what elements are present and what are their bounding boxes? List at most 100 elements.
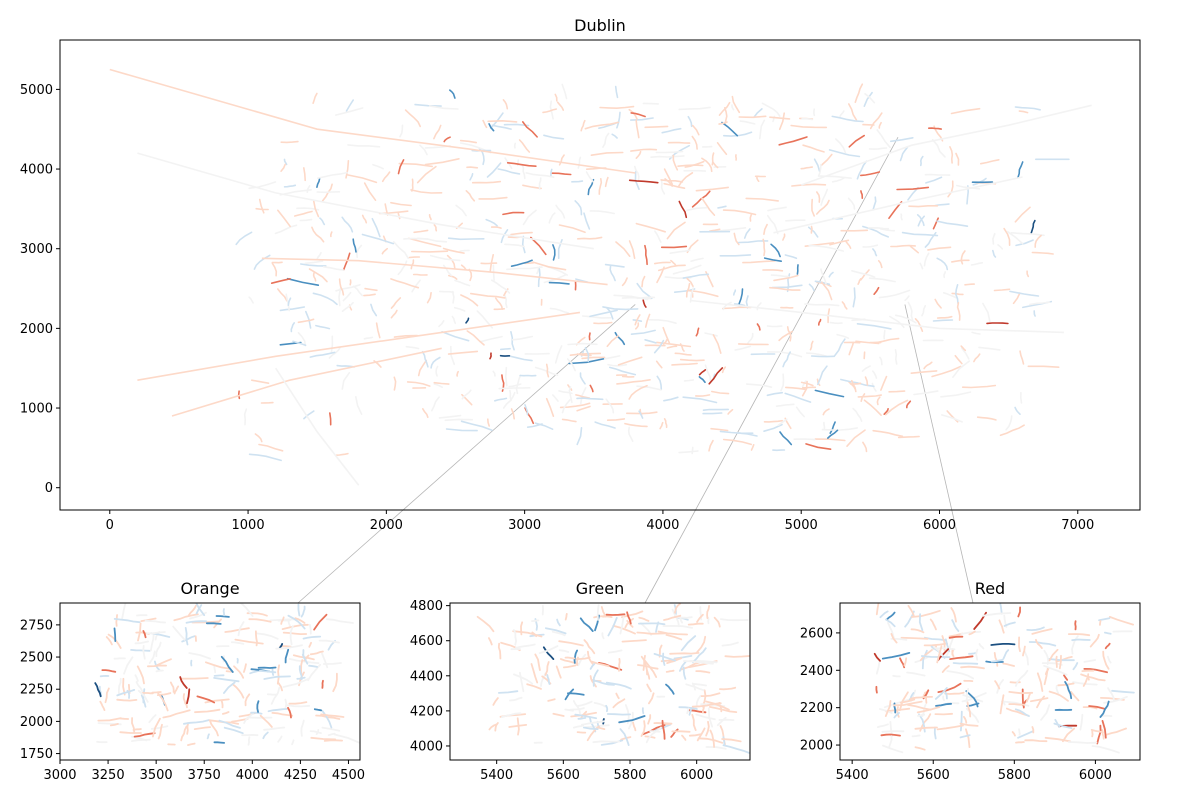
road-segment: [593, 321, 613, 325]
road-segment: [156, 692, 172, 696]
road-segment: [784, 392, 812, 403]
road-segment: [770, 274, 790, 278]
road-segment: [840, 378, 875, 388]
road-segment: [784, 254, 798, 260]
road-segment: [669, 652, 700, 655]
road-segment: [194, 708, 221, 714]
x-tick-label: 4000: [236, 768, 269, 783]
road-segment: [716, 716, 727, 727]
road-segment: [692, 124, 700, 136]
road-segment: [303, 410, 315, 420]
road-segment: [663, 418, 668, 429]
road-segment: [884, 700, 892, 717]
road-segment: [626, 611, 632, 625]
road-segment: [669, 249, 691, 254]
road-segment: [942, 695, 945, 701]
road-segment: [666, 345, 678, 349]
road-segment: [381, 171, 391, 183]
road-segment: [257, 666, 277, 669]
road-segment: [817, 163, 822, 177]
road-segment: [734, 345, 752, 351]
road-segment: [810, 225, 813, 234]
road-segment: [978, 643, 985, 650]
road-segment: [552, 244, 556, 261]
road-segment: [683, 379, 695, 382]
road-segment: [704, 364, 712, 384]
road-segment: [704, 332, 718, 337]
road-segment: [525, 172, 555, 178]
road-segment: [937, 648, 950, 661]
road-segment: [485, 218, 498, 227]
road-segment: [410, 259, 415, 270]
road-segment: [479, 335, 503, 343]
road-segment: [296, 676, 306, 680]
road-segment: [277, 682, 283, 692]
road-segment: [480, 262, 498, 265]
road-segment: [543, 134, 565, 140]
road-segment: [450, 345, 456, 366]
road-segment: [1034, 234, 1042, 248]
road-segment: [581, 356, 606, 360]
road-segment: [956, 184, 981, 190]
road-segment: [297, 318, 315, 324]
road-segment: [522, 184, 542, 190]
road-segment: [888, 201, 903, 219]
road-segment: [239, 603, 254, 617]
road-segment: [329, 231, 333, 238]
road-segment: [561, 418, 577, 423]
road-segment: [1012, 292, 1021, 305]
road-segment: [294, 210, 313, 217]
road-segment: [1074, 620, 1077, 631]
road-segment: [438, 290, 455, 293]
road-segment: [1044, 736, 1072, 743]
road-segment: [672, 264, 702, 275]
road-segment: [411, 279, 421, 293]
road-segment: [1019, 391, 1023, 404]
road-segment: [390, 201, 412, 207]
road-segment: [1017, 606, 1021, 618]
road-segment: [635, 150, 642, 159]
road-segment: [136, 665, 145, 685]
road-segment: [429, 105, 459, 110]
road-segment: [556, 618, 561, 627]
road-segment: [677, 164, 704, 167]
road-segment: [502, 99, 509, 110]
road-segment: [688, 705, 694, 716]
road-segment: [280, 616, 285, 625]
road-segment: [308, 664, 318, 668]
road-segment: [172, 625, 186, 641]
road-segment: [131, 717, 136, 734]
road-segment: [254, 433, 263, 443]
road-segment: [948, 635, 964, 639]
road-segment: [644, 313, 651, 328]
road-segment: [276, 664, 280, 685]
road-segment: [1040, 704, 1051, 721]
road-segment: [1011, 731, 1016, 737]
road-segment: [964, 283, 975, 286]
zoom-connector-lines: [297, 136, 974, 604]
road-segment: [173, 613, 199, 622]
road-segment: [1018, 728, 1021, 736]
road-segment: [1067, 741, 1098, 744]
road-segment: [1043, 649, 1050, 666]
road-segment: [488, 723, 498, 731]
road-segment: [441, 331, 470, 342]
road-segment: [1022, 645, 1026, 657]
x-tick-label: 5000: [785, 518, 818, 533]
road-segment: [805, 443, 832, 450]
road-segment: [936, 220, 969, 227]
road-segment: [209, 719, 219, 737]
road-segment: [589, 210, 615, 215]
road-segment: [355, 244, 363, 258]
road-segment: [954, 354, 963, 365]
road-segment: [997, 244, 1004, 250]
road-segment: [130, 649, 151, 652]
road-segment: [556, 101, 565, 111]
road-segment: [447, 350, 479, 355]
road-segment: [665, 669, 675, 673]
road-segment: [259, 669, 277, 674]
road-segment: [1067, 633, 1091, 637]
road-segment: [497, 642, 502, 660]
road-segment: [833, 338, 846, 357]
road-segment: [810, 355, 836, 358]
